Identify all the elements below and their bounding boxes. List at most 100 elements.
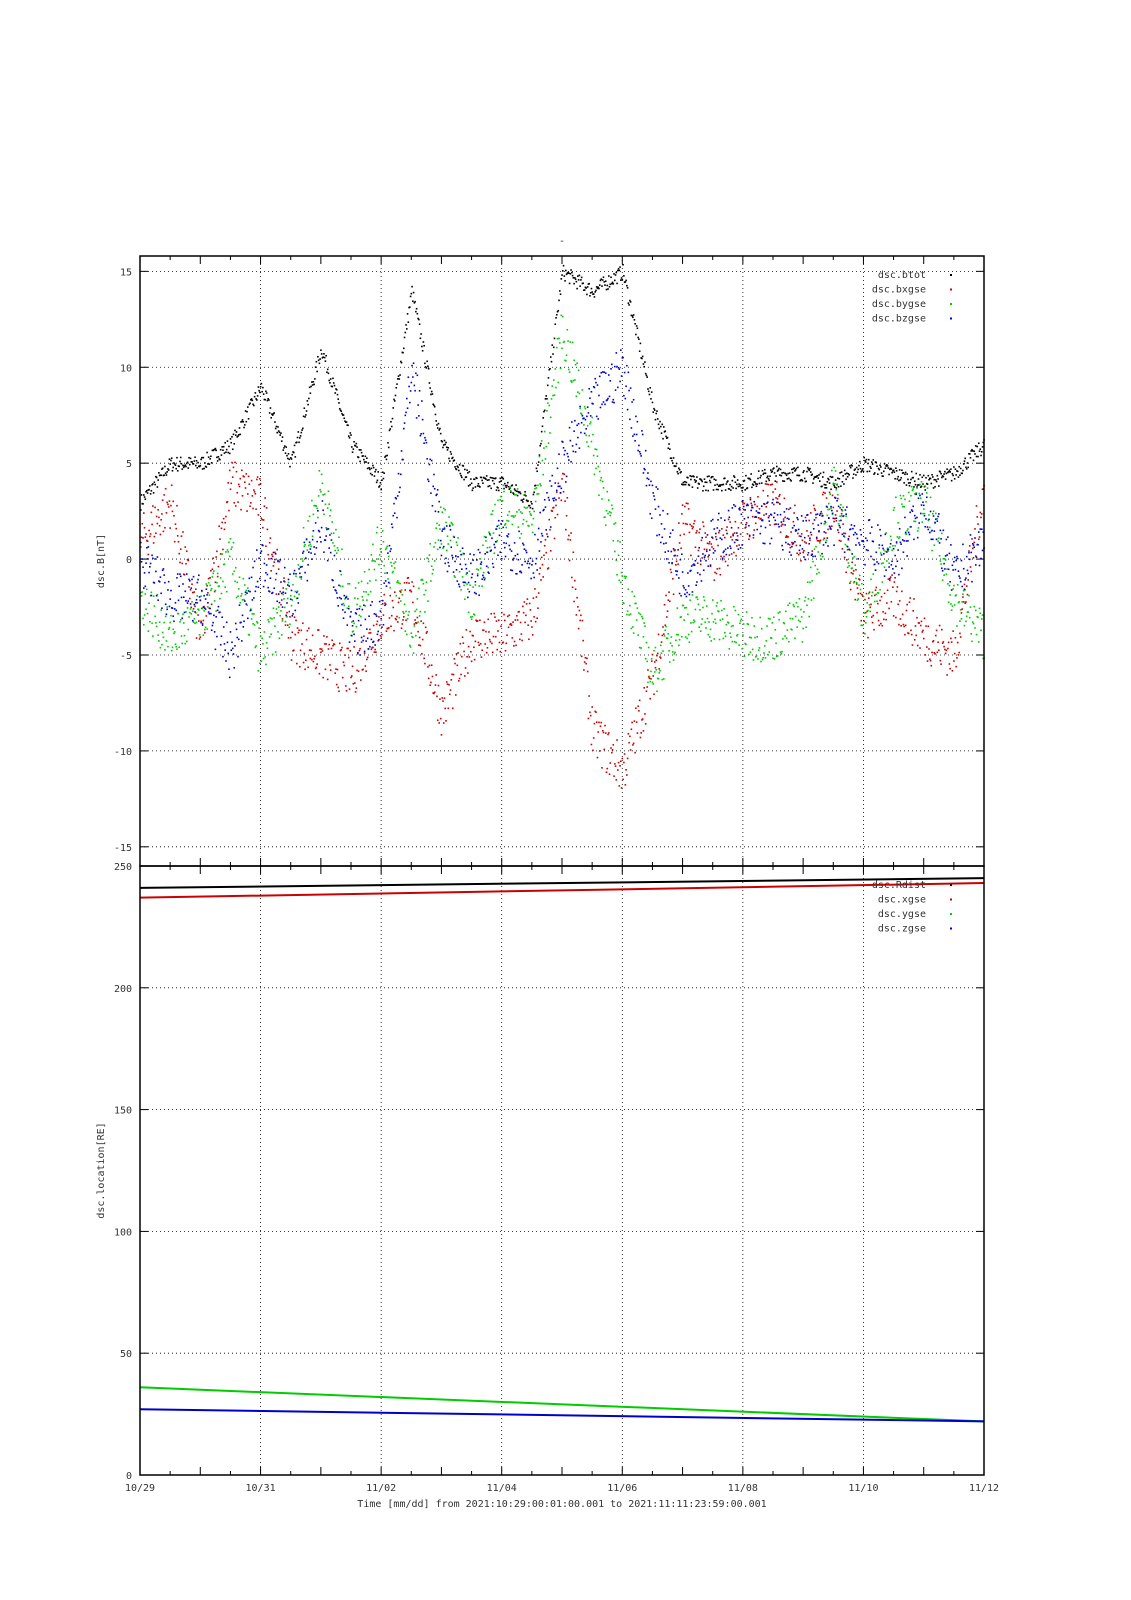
data-point bbox=[586, 415, 588, 418]
data-point bbox=[967, 466, 970, 469]
data-point bbox=[829, 527, 832, 530]
data-point bbox=[721, 557, 724, 560]
data-point bbox=[687, 476, 689, 479]
data-point bbox=[941, 628, 943, 631]
data-point bbox=[286, 457, 289, 460]
data-point bbox=[338, 690, 340, 693]
data-point bbox=[928, 518, 930, 521]
data-point bbox=[238, 604, 241, 607]
data-point bbox=[859, 592, 862, 595]
data-point bbox=[414, 610, 416, 613]
data-point bbox=[783, 497, 786, 500]
data-point bbox=[519, 570, 522, 573]
data-point bbox=[297, 602, 300, 604]
data-point bbox=[973, 450, 976, 453]
data-point bbox=[359, 654, 361, 656]
data-point bbox=[919, 512, 922, 515]
data-point bbox=[274, 551, 276, 554]
data-point bbox=[637, 449, 639, 452]
data-point bbox=[143, 587, 145, 589]
data-point bbox=[945, 472, 948, 475]
data-point bbox=[378, 616, 380, 618]
data-point bbox=[745, 526, 747, 528]
data-point bbox=[571, 271, 573, 274]
data-point bbox=[404, 414, 407, 417]
data-point bbox=[828, 502, 830, 505]
data-point bbox=[153, 481, 156, 484]
data-point bbox=[487, 571, 489, 574]
data-point bbox=[817, 524, 820, 526]
data-point bbox=[739, 622, 741, 625]
data-point bbox=[723, 550, 725, 552]
data-point bbox=[843, 536, 846, 538]
data-point bbox=[920, 481, 923, 483]
data-point bbox=[711, 546, 713, 548]
data-point bbox=[175, 609, 178, 612]
data-point bbox=[648, 393, 651, 396]
data-point bbox=[182, 531, 184, 533]
data-point bbox=[583, 661, 586, 663]
data-point bbox=[521, 499, 523, 501]
data-point bbox=[468, 656, 471, 658]
data-point bbox=[702, 596, 705, 598]
data-point bbox=[603, 371, 606, 374]
data-point bbox=[427, 367, 430, 370]
data-point bbox=[314, 378, 316, 380]
data-point bbox=[378, 600, 381, 603]
data-point bbox=[902, 495, 905, 497]
data-point bbox=[156, 593, 159, 596]
data-point bbox=[779, 503, 781, 505]
data-point bbox=[719, 619, 722, 621]
data-point bbox=[920, 485, 923, 488]
data-point bbox=[750, 502, 752, 505]
data-point bbox=[329, 664, 331, 666]
data-point bbox=[691, 527, 694, 530]
data-point bbox=[933, 544, 936, 547]
data-point bbox=[592, 737, 595, 739]
data-point bbox=[194, 622, 196, 625]
data-point bbox=[886, 547, 889, 550]
data-point bbox=[894, 554, 896, 557]
data-point bbox=[589, 415, 592, 417]
data-point bbox=[867, 609, 869, 612]
data-point bbox=[528, 602, 531, 605]
data-point bbox=[782, 480, 784, 482]
data-point bbox=[706, 534, 709, 536]
data-point bbox=[185, 462, 188, 465]
data-point bbox=[760, 482, 763, 484]
data-point bbox=[418, 318, 420, 321]
data-point bbox=[754, 515, 757, 518]
data-point bbox=[793, 512, 795, 514]
data-point bbox=[300, 431, 303, 434]
data-point bbox=[700, 580, 703, 582]
data-point bbox=[332, 532, 335, 534]
data-point bbox=[651, 484, 654, 487]
data-point bbox=[247, 587, 249, 589]
data-point bbox=[610, 504, 613, 507]
data-point bbox=[872, 573, 875, 575]
data-point bbox=[389, 594, 392, 597]
data-point bbox=[275, 425, 278, 428]
data-point bbox=[172, 615, 175, 617]
data-point bbox=[227, 551, 230, 553]
data-point bbox=[398, 378, 401, 380]
data-point bbox=[870, 578, 872, 581]
data-point bbox=[747, 504, 749, 507]
data-point bbox=[243, 424, 246, 426]
data-point bbox=[171, 607, 174, 609]
data-point bbox=[706, 475, 709, 478]
data-point bbox=[788, 602, 791, 604]
data-point bbox=[773, 658, 776, 660]
data-point bbox=[742, 486, 744, 489]
y-tick-label: 15 bbox=[120, 267, 132, 278]
data-point bbox=[740, 487, 743, 489]
data-point bbox=[483, 621, 486, 624]
data-point bbox=[403, 582, 406, 584]
data-point bbox=[328, 503, 330, 505]
data-point bbox=[952, 630, 954, 632]
data-point bbox=[258, 483, 260, 486]
data-point bbox=[916, 487, 918, 489]
data-point bbox=[513, 645, 515, 647]
data-point bbox=[908, 484, 911, 487]
data-point bbox=[886, 465, 889, 467]
